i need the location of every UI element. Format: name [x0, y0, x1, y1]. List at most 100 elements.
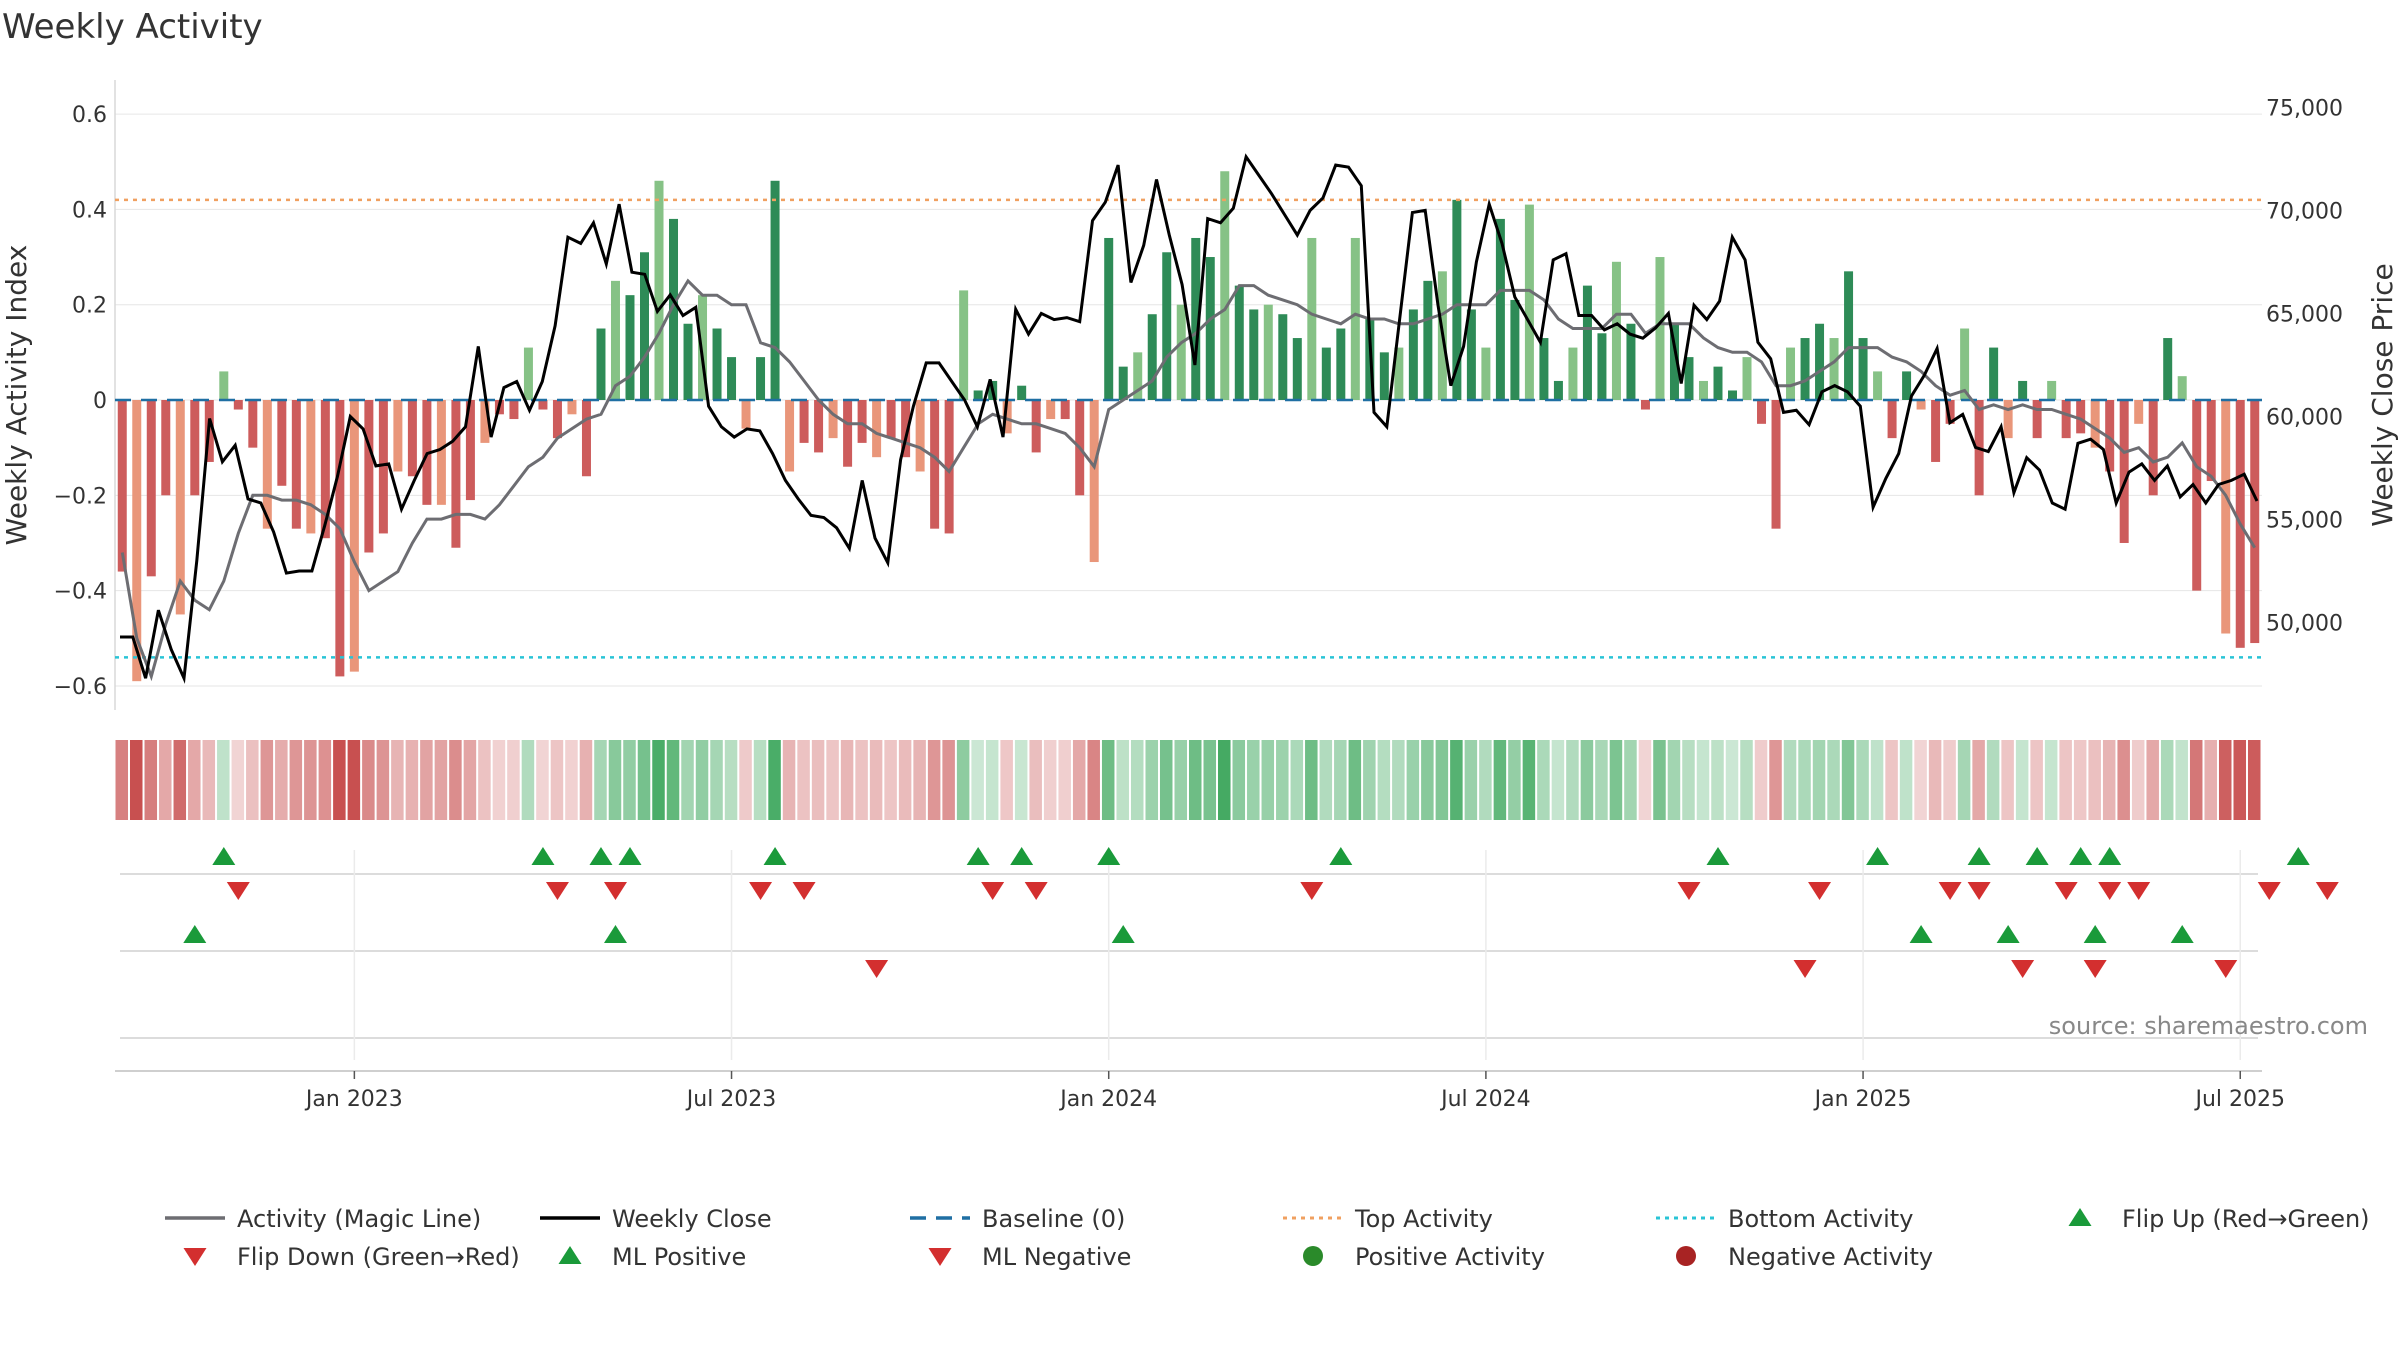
activity-bar — [1162, 252, 1172, 400]
activity-bar — [1133, 352, 1143, 400]
heat-cell — [2044, 740, 2058, 820]
ml-negative-marker — [2083, 960, 2107, 978]
activity-bar — [364, 400, 374, 553]
activity-bar — [1466, 309, 1476, 400]
heat-cell — [1522, 740, 1536, 820]
activity-bar — [930, 400, 940, 529]
activity-bar — [378, 400, 388, 534]
legend-entry: Flip Down (Green→Red) — [183, 1243, 520, 1271]
heat-cell — [2146, 740, 2159, 820]
heat-cell — [1203, 740, 1217, 820]
activity-bar — [523, 347, 533, 400]
heat-cell — [202, 740, 216, 820]
activity-bar — [901, 400, 911, 458]
heat-cell — [1043, 740, 1057, 820]
y-left-tick-label: 0 — [93, 389, 107, 414]
legend-entry: Top Activity — [1283, 1205, 1493, 1233]
activity-bar — [712, 328, 722, 400]
legend-swatch — [1676, 1246, 1696, 1266]
activity-bar — [1249, 309, 1259, 400]
flip-down-marker — [2315, 882, 2339, 900]
heat-cell — [884, 740, 897, 820]
activity-bar — [1104, 237, 1114, 400]
activity-bar — [349, 400, 359, 672]
activity-bar — [581, 400, 591, 477]
heat-cell — [1276, 740, 1289, 820]
heat-cell — [1450, 740, 1463, 820]
heat-cell — [971, 740, 984, 820]
activity-bar — [509, 400, 519, 420]
activity-bar — [1786, 347, 1796, 400]
activity-bar — [146, 400, 156, 577]
heat-cell — [2160, 740, 2174, 820]
heat-cell — [2102, 740, 2116, 820]
heat-cell — [507, 740, 520, 820]
activity-bar — [219, 371, 229, 400]
heat-cell — [1421, 740, 1434, 820]
legend-label: Bottom Activity — [1728, 1205, 1913, 1233]
y-axis-right-label: Weekly Close Price — [2366, 263, 2399, 526]
heat-cell — [478, 740, 491, 820]
activity-bar — [2018, 380, 2028, 400]
heat-cell — [1508, 740, 1521, 820]
activity-bar — [465, 400, 475, 501]
heat-cell — [1189, 740, 1202, 820]
activity-bar — [1626, 323, 1636, 400]
activity-bar — [610, 280, 620, 400]
heat-cell — [1014, 740, 1028, 820]
activity-bar — [1931, 400, 1941, 462]
heat-cell — [1305, 740, 1318, 820]
activity-bar — [1728, 390, 1738, 400]
heat-cell — [1798, 740, 1811, 820]
activity-bar — [785, 400, 795, 472]
y-right-tick-label: 75,000 — [2266, 96, 2343, 121]
heat-cell — [594, 740, 607, 820]
activity-bar — [1742, 357, 1752, 400]
activity-bar — [1640, 400, 1650, 410]
legend-entry: ML Positive — [558, 1243, 746, 1271]
activity-bar — [1220, 171, 1230, 400]
y-right-tick-label: 55,000 — [2266, 509, 2343, 534]
heat-cell — [1101, 740, 1115, 820]
activity-bar — [915, 400, 925, 472]
heat-cell — [1493, 740, 1507, 820]
activity-bar — [1046, 400, 1056, 420]
heat-cell — [753, 740, 767, 820]
activity-bar — [262, 400, 272, 529]
heat-cell — [2131, 740, 2145, 820]
flip-down-marker — [226, 882, 250, 900]
flip-up-marker — [966, 847, 990, 865]
activity-bar — [1118, 366, 1128, 400]
heat-cell — [1363, 740, 1376, 820]
y-left-tick-label: −0.6 — [54, 675, 107, 700]
activity-bar — [2105, 400, 2115, 472]
activity-bar — [1873, 371, 1883, 400]
series-lines — [120, 153, 2259, 684]
heat-cell — [1914, 740, 1927, 820]
heat-cell — [1551, 740, 1565, 820]
legend-entry: Flip Up (Red→Green) — [2068, 1205, 2370, 1233]
activity-bar — [654, 180, 664, 400]
activity-bar — [2206, 400, 2216, 482]
activity-bar — [1597, 333, 1607, 400]
heat-cell — [1812, 740, 1826, 820]
x-tick-label: Jul 2023 — [685, 1087, 777, 1112]
heat-cell — [188, 740, 201, 820]
x-axis: Jan 2023 Jul 2023 Jan 2024 Jul 2024 Jan 2025… — [115, 1070, 2285, 1112]
legend-entry: Baseline (0) — [910, 1205, 1125, 1233]
activity-bar — [1060, 400, 1070, 420]
heat-cell — [1334, 740, 1347, 820]
activity-bar — [828, 400, 838, 439]
legend-entry: Positive Activity — [1303, 1243, 1545, 1271]
heat-cell — [1653, 740, 1666, 820]
heat-cell — [811, 740, 825, 820]
activity-bar — [2221, 400, 2231, 634]
heat-cell — [1566, 740, 1579, 820]
heat-cell — [710, 740, 723, 820]
heat-cell — [1696, 740, 1710, 820]
x-tick-label: Jul 2025 — [2193, 1087, 2285, 1112]
flip-down-marker — [1677, 882, 1701, 900]
activity-bar — [1205, 257, 1215, 400]
activity-bar — [1089, 400, 1099, 563]
activity-bar — [1989, 347, 1999, 400]
